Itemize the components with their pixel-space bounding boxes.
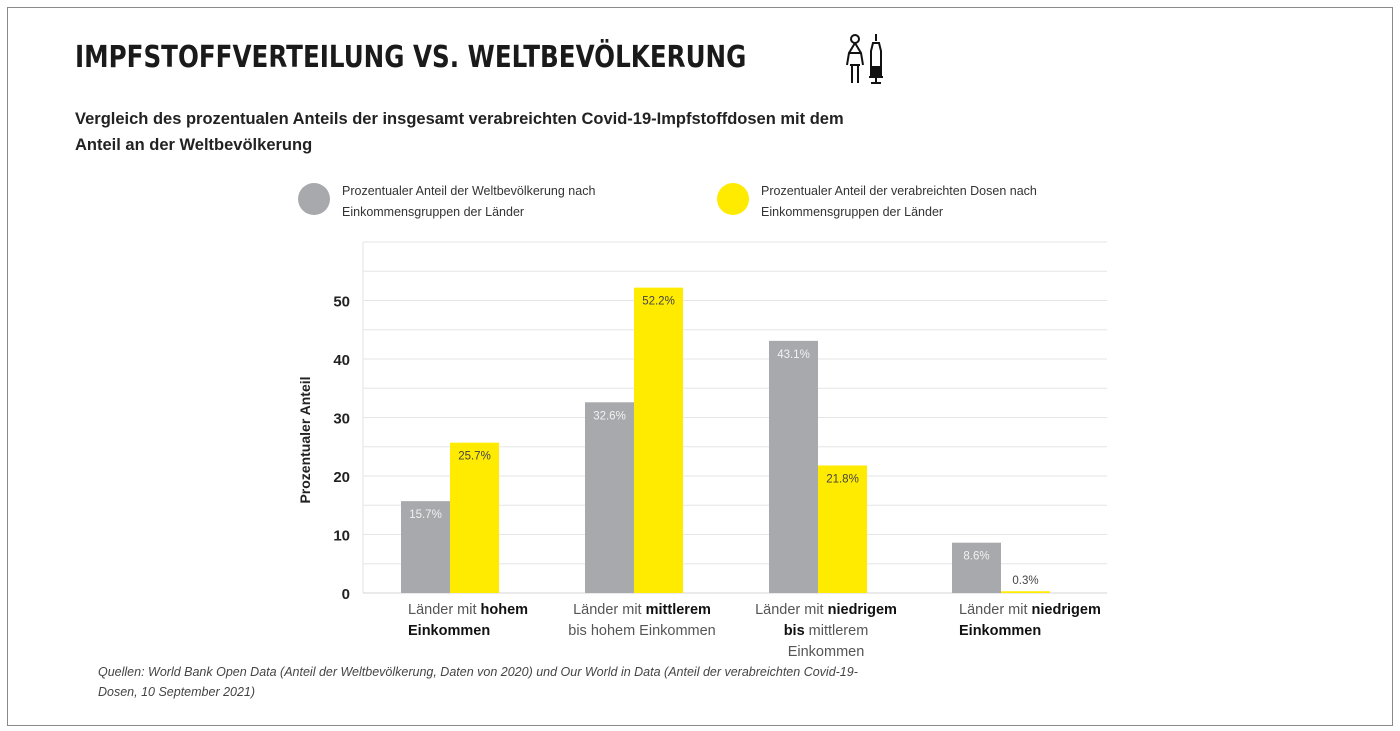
- data-label: 32.6%: [593, 410, 626, 422]
- chart-subtitle: Vergleich des prozentualen Anteils der i…: [75, 110, 844, 154]
- data-label: 8.6%: [963, 551, 989, 563]
- bar-population: [401, 501, 450, 593]
- bar-doses: [634, 287, 683, 593]
- data-label: 43.1%: [777, 349, 810, 361]
- category-label-part: niedrigem Einkommen: [959, 602, 1101, 639]
- y-tick-label: 20: [333, 469, 350, 486]
- category-label-part: bis hohem Einkommen: [568, 623, 716, 639]
- bar-doses: [1001, 591, 1050, 593]
- category-label-part: mittlerem Einkommen: [787, 623, 869, 660]
- y-tick-label: 0: [342, 586, 350, 603]
- x-category-label: Länder mit niedrigem Einkommen: [959, 600, 1149, 642]
- legend-item-doses: Prozentualer Anteil der verabreichten Do…: [717, 181, 1061, 223]
- bar-population: [585, 402, 634, 593]
- y-tick-label: 40: [333, 352, 350, 369]
- person-and-syringe-icon: [842, 31, 888, 92]
- legend-swatch-yellow: [717, 183, 749, 215]
- bar-doses: [450, 442, 499, 593]
- category-label-part: hohem Einkommen: [408, 602, 529, 639]
- data-label: 0.3%: [1012, 575, 1038, 587]
- category-label-part: Länder mit: [573, 602, 646, 618]
- bar-doses: [818, 465, 867, 593]
- data-label: 15.7%: [409, 509, 442, 521]
- legend-label: Prozentualer Anteil der verabreichten Do…: [761, 184, 1037, 219]
- data-label: 21.8%: [826, 473, 859, 485]
- bar-population: [952, 542, 1001, 593]
- category-label-part: Länder mit: [959, 602, 1032, 618]
- y-tick-label: 10: [333, 528, 350, 545]
- x-category-label: Länder mit mittlerem bis hohem Einkommen: [562, 600, 722, 642]
- x-category-label: Länder mit niedrigem bis mittlerem Einko…: [746, 600, 906, 663]
- chart-frame: [7, 7, 1393, 726]
- legend-item-population: Prozentualer Anteil der Weltbevölkerung …: [298, 181, 642, 223]
- x-category-label: Länder mit hohem Einkommen: [408, 600, 598, 642]
- data-label: 25.7%: [458, 451, 491, 463]
- y-axis-label: Prozentualer Anteil: [297, 376, 313, 503]
- category-label-part: niedrigem bis: [783, 602, 897, 639]
- category-label-part: Länder mit: [408, 602, 481, 618]
- category-label-part: mittlerem: [645, 602, 711, 618]
- chart-title: IMPFSTOFFVERTEILUNG VS. WELTBEVÖLKERUNG: [75, 40, 747, 75]
- source-note: Quellen: World Bank Open Data (Anteil de…: [98, 665, 858, 699]
- bar-population: [769, 340, 818, 593]
- data-label: 52.2%: [642, 296, 675, 308]
- legend-swatch-grey: [298, 183, 330, 215]
- category-label-part: Länder mit: [755, 602, 828, 618]
- legend-label: Prozentualer Anteil der Weltbevölkerung …: [342, 184, 596, 219]
- y-tick-label: 30: [333, 411, 350, 428]
- y-tick-label: 50: [333, 294, 350, 311]
